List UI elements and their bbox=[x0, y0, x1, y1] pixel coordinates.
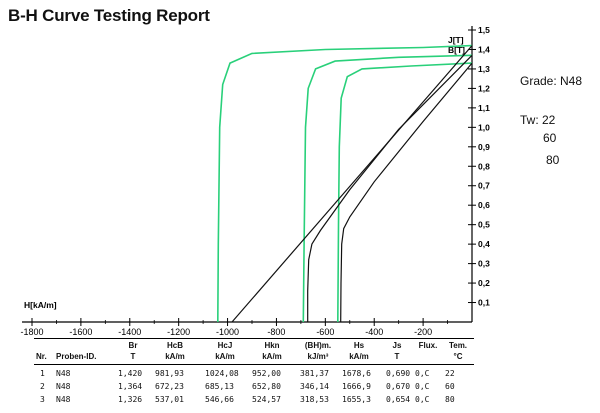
table-cell: 1,364 bbox=[118, 382, 143, 391]
table-cell: 1655,3 bbox=[342, 395, 371, 404]
table-cell: 1,420 bbox=[118, 369, 143, 378]
table-cell: 318,53 bbox=[300, 395, 329, 404]
report-title: B-H Curve Testing Report bbox=[8, 6, 210, 25]
series-b-60c bbox=[307, 54, 473, 322]
series-b-22c bbox=[231, 45, 473, 323]
table-header-line2: T bbox=[130, 352, 136, 361]
series-j-22c bbox=[217, 44, 473, 323]
table-cell: 0,C bbox=[415, 369, 430, 378]
table-cell: 652,80 bbox=[252, 382, 281, 391]
table-cell: 60 bbox=[445, 382, 455, 391]
x-tick-label: -600 bbox=[316, 327, 334, 337]
table-header-line1: HcB bbox=[166, 341, 183, 350]
table-header-line2: kA/m bbox=[349, 352, 369, 361]
x-tick-label: -200 bbox=[414, 327, 432, 337]
table-header-line2: kA/m bbox=[262, 352, 282, 361]
table-cell: 952,00 bbox=[252, 369, 281, 378]
series-j-60c bbox=[302, 54, 473, 323]
table-cell: 0,690 bbox=[386, 369, 411, 378]
table-header-line1: Tem. bbox=[448, 341, 468, 350]
y-tick-label: 0,6 bbox=[478, 200, 490, 210]
table-cell: 1678,6 bbox=[342, 369, 371, 378]
x-tick-label: -1400 bbox=[118, 327, 141, 337]
table-cell: 981,93 bbox=[155, 369, 184, 378]
table-divider bbox=[34, 364, 474, 365]
curve-label-j: J[T] bbox=[448, 35, 464, 45]
series-b-80c bbox=[340, 62, 473, 323]
table-header-line1: Hkn bbox=[264, 341, 280, 350]
table-cell: 80 bbox=[445, 395, 455, 404]
table-cell: 1666,9 bbox=[342, 382, 371, 391]
y-tick-label: 0,1 bbox=[478, 298, 490, 308]
table-header-line2: kA/m bbox=[215, 352, 235, 361]
tw-label: Tw: 22 bbox=[520, 113, 556, 127]
y-tick-label: 1,1 bbox=[478, 103, 490, 113]
y-tick-label: 0,9 bbox=[478, 142, 490, 152]
table-cell: N48 bbox=[56, 395, 71, 404]
table-top-border bbox=[34, 338, 474, 339]
y-tick-label: 1,3 bbox=[478, 64, 490, 74]
tw-value: 60 bbox=[543, 131, 557, 145]
table-cell: 1 bbox=[40, 369, 45, 378]
table-cell: 0,654 bbox=[386, 395, 411, 404]
y-tick-label: 0,5 bbox=[478, 220, 490, 230]
table-cell: 685,13 bbox=[205, 382, 234, 391]
table-header-line1: Br bbox=[128, 341, 138, 350]
table-cell: 0,C bbox=[415, 395, 430, 404]
y-tick-label: 0,3 bbox=[478, 259, 490, 269]
table-cell: N48 bbox=[56, 382, 71, 391]
y-tick-label: 1,4 bbox=[478, 44, 490, 54]
curve-label-b: B[T] bbox=[448, 45, 465, 55]
x-tick-label: -400 bbox=[365, 327, 383, 337]
table-header-line2: kA/m bbox=[165, 352, 185, 361]
table-cell: 0,670 bbox=[386, 382, 411, 391]
table-cell: 546,66 bbox=[205, 395, 234, 404]
table-header-line2: T bbox=[394, 352, 400, 361]
table-cell: 672,23 bbox=[155, 382, 184, 391]
table-header-line1: Flux. bbox=[418, 341, 438, 350]
table-cell: 381,37 bbox=[300, 369, 329, 378]
table-cell: 537,01 bbox=[155, 395, 184, 404]
table-cell: 1,326 bbox=[118, 395, 143, 404]
y-tick-label: 0,7 bbox=[478, 181, 490, 191]
table-header-line1: HcJ bbox=[217, 341, 233, 350]
table-cell: 2 bbox=[40, 382, 45, 391]
table-header-line2: Nr. bbox=[36, 352, 47, 361]
table-cell: 22 bbox=[445, 369, 455, 378]
y-tick-label: 1,2 bbox=[478, 83, 490, 93]
x-tick-label: -1600 bbox=[69, 327, 92, 337]
table-header-line2: Proben-ID. bbox=[56, 352, 97, 361]
y-tick-label: 0,8 bbox=[478, 161, 490, 171]
x-tick-label: -1000 bbox=[216, 327, 239, 337]
table-header-line2: kJ/m³ bbox=[307, 352, 329, 361]
series-j-80c bbox=[337, 62, 473, 323]
x-tick-label: -800 bbox=[267, 327, 285, 337]
table-cell: 346,14 bbox=[300, 382, 329, 391]
table-cell: 3 bbox=[40, 395, 45, 404]
y-tick-label: 0,4 bbox=[478, 239, 490, 249]
table-header-line1: Hs bbox=[353, 341, 365, 350]
x-tick-label: -1200 bbox=[167, 327, 190, 337]
table-header-line1: Js bbox=[392, 341, 402, 350]
y-tick-label: 1,5 bbox=[478, 25, 490, 35]
table-cell: N48 bbox=[56, 369, 71, 378]
x-axis-label: H[kA/m] bbox=[24, 300, 57, 310]
table-cell: 1024,08 bbox=[205, 369, 239, 378]
y-tick-label: 0,2 bbox=[478, 278, 490, 288]
table-cell: 0,C bbox=[415, 382, 430, 391]
y-tick-label: 1,0 bbox=[478, 122, 490, 132]
table-header-line2: °C bbox=[453, 352, 463, 361]
grade-label: Grade: N48 bbox=[520, 74, 583, 88]
table-header-line1: (BH)m. bbox=[304, 341, 332, 350]
tw-value: 80 bbox=[546, 153, 560, 167]
x-tick-label: -1800 bbox=[20, 327, 43, 337]
table-cell: 524,57 bbox=[252, 395, 281, 404]
